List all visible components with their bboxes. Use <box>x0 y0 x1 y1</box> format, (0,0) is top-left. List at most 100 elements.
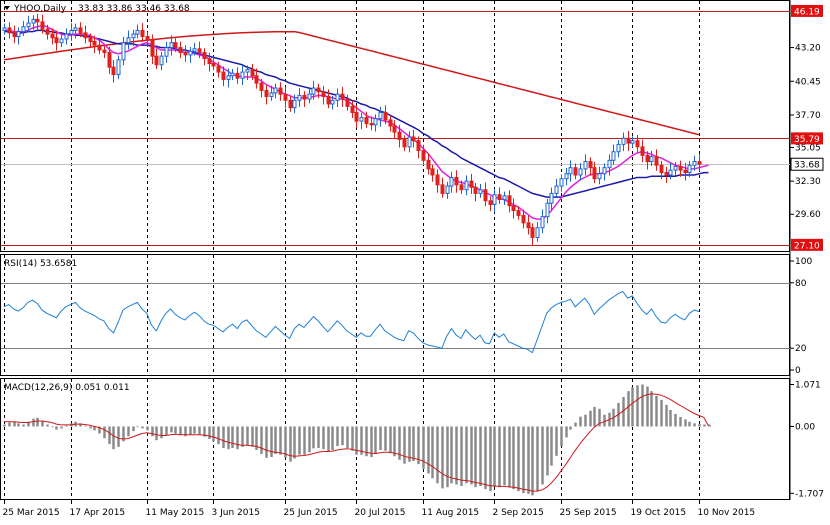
candle-body <box>535 227 540 239</box>
candle-body <box>292 99 297 109</box>
candle-body <box>469 180 474 188</box>
candle-body <box>697 161 702 165</box>
chart-ohlc: 33.83 33.86 33.46 33.68 <box>78 4 190 14</box>
candle-body <box>635 140 640 148</box>
candle-body <box>488 200 493 205</box>
candle-body <box>502 195 507 201</box>
price-tick-label: 40.45 <box>795 77 821 87</box>
candle-body <box>407 136 412 148</box>
macd-tick-label: 0.00 <box>795 422 815 432</box>
candle-body <box>526 222 531 229</box>
candle-body <box>111 66 116 76</box>
candle-body <box>588 161 593 169</box>
level-badge <box>791 238 823 251</box>
candle-body <box>373 118 378 126</box>
candle-body <box>245 69 250 73</box>
candle-body <box>2 27 7 31</box>
x-tick-label: 25 Mar 2015 <box>3 508 60 518</box>
candle-body <box>21 26 26 33</box>
candle-body <box>26 22 31 28</box>
candle-body <box>388 119 393 127</box>
candle-body <box>516 210 521 216</box>
ma-slow-line <box>3 30 700 136</box>
level-badge <box>791 4 823 17</box>
x-axis: 25 Mar 2015 17 Apr 2015 11 May 2015 3 Jun 2… <box>3 500 755 518</box>
candle-body <box>207 58 212 64</box>
candle-body <box>183 51 188 56</box>
candle-body <box>164 47 169 57</box>
x-tick-label: 20 Jul 2015 <box>355 508 406 518</box>
candle-body <box>311 87 316 95</box>
candle-body <box>107 51 112 68</box>
candle-body <box>88 37 93 42</box>
candle-body <box>69 29 74 35</box>
candle-body <box>426 159 431 170</box>
macd-title: MACD(12,26,9) 0.051 0.011 <box>4 383 130 393</box>
candle-body <box>673 165 678 171</box>
candle-body <box>621 137 626 145</box>
dropdown-triangle-icon[interactable] <box>4 6 10 10</box>
candle-body <box>659 164 664 174</box>
candle-body <box>240 71 245 79</box>
candle-body <box>259 82 264 91</box>
level-badge-label: 35.79 <box>794 135 820 145</box>
candle-body <box>545 202 550 218</box>
candle-body <box>226 75 231 80</box>
candle-body <box>664 172 669 176</box>
candle-body <box>269 92 274 98</box>
price-tick-label: 35.05 <box>795 143 821 153</box>
candle-body <box>597 173 602 180</box>
candle-body <box>411 136 416 142</box>
candle-body <box>464 180 469 191</box>
candle-body <box>511 205 516 212</box>
candle-body <box>235 72 240 79</box>
macd-tick-label: 1.071 <box>795 380 821 390</box>
candle-body <box>668 169 673 176</box>
candle-body <box>145 36 150 41</box>
candles <box>2 13 702 246</box>
candle-body <box>583 161 588 170</box>
current-price-badge <box>790 157 824 171</box>
candle-body <box>416 140 421 152</box>
candle-body <box>31 18 36 24</box>
candle-body <box>478 189 483 194</box>
candle-body <box>283 93 288 101</box>
candle-body <box>492 194 497 205</box>
candle-body <box>131 33 136 39</box>
chart-symbol: YHOO,Daily <box>13 4 67 14</box>
level-badge <box>791 132 823 145</box>
candle-body <box>473 186 478 194</box>
price-badges: 46.19 35.79 27.10 33.68 <box>790 4 824 251</box>
candle-body <box>611 151 616 161</box>
candle-body <box>640 146 645 156</box>
candle-body <box>592 167 597 180</box>
candle-body <box>692 161 697 166</box>
candle-body <box>335 93 340 101</box>
candle-body <box>440 184 445 194</box>
candle-body <box>92 40 97 46</box>
candle-body <box>254 75 259 84</box>
price-tick-label: 43.20 <box>795 44 821 54</box>
candle-body <box>64 33 69 40</box>
candle-body <box>102 49 107 53</box>
candle-body <box>359 116 364 122</box>
level-badge-label: 27.10 <box>794 241 820 251</box>
candle-body <box>683 169 688 174</box>
candle-body <box>73 27 78 31</box>
candle-body <box>540 216 545 229</box>
x-tick-label: 11 May 2015 <box>146 508 205 518</box>
rsi-tick-label: 0 <box>795 366 801 376</box>
candle-body <box>326 96 331 105</box>
level-badge-label: 46.19 <box>794 7 820 17</box>
x-tick-label: 11 Aug 2015 <box>422 508 480 518</box>
candle-body <box>307 93 312 100</box>
candle-body <box>7 27 12 34</box>
candle-body <box>321 91 326 98</box>
candle-body <box>45 28 50 35</box>
candle-body <box>654 156 659 166</box>
price-scale: 43.20 40.45 37.70 35.05 32.30 29.60 <box>790 44 821 220</box>
candle-body <box>264 89 269 98</box>
candle-body <box>383 112 388 121</box>
candle-body <box>607 159 612 169</box>
ma-mid-line <box>4 29 709 198</box>
